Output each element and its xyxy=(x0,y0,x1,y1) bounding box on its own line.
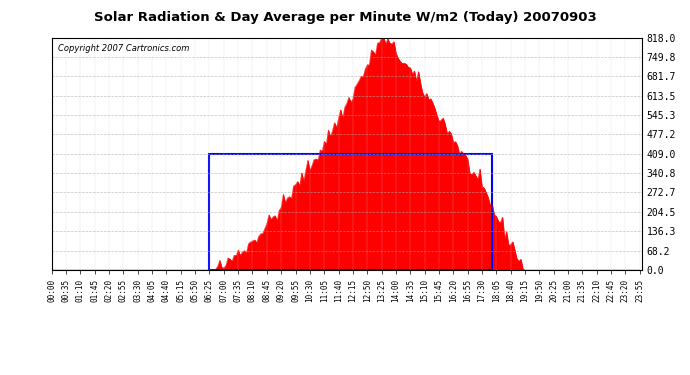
Text: Copyright 2007 Cartronics.com: Copyright 2007 Cartronics.com xyxy=(58,45,189,54)
Text: Solar Radiation & Day Average per Minute W/m2 (Today) 20070903: Solar Radiation & Day Average per Minute… xyxy=(94,11,596,24)
